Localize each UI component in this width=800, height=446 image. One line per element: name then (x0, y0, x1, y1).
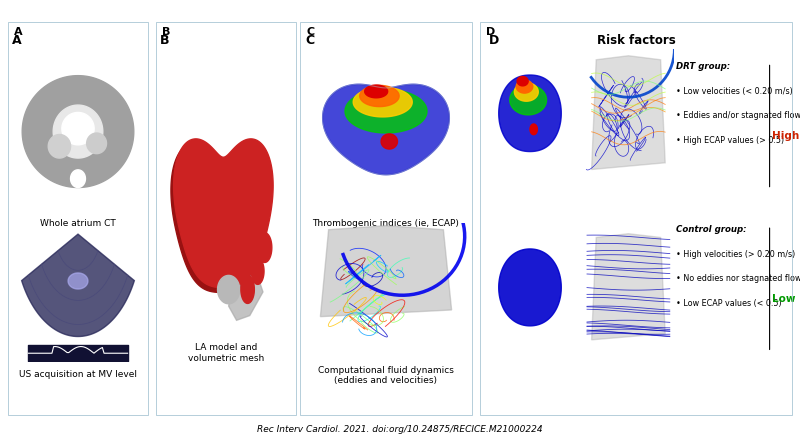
Text: C: C (306, 27, 314, 37)
Text: • Eddies and/or stagnated flow: • Eddies and/or stagnated flow (676, 112, 800, 120)
Polygon shape (86, 133, 106, 153)
Polygon shape (174, 139, 273, 288)
Text: • High velocities (> 0.20 m/s): • High velocities (> 0.20 m/s) (676, 250, 795, 259)
Text: High risk: High risk (772, 131, 800, 141)
Text: Low risk: Low risk (772, 294, 800, 304)
Polygon shape (381, 134, 398, 149)
Text: • No eddies nor stagnated flow: • No eddies nor stagnated flow (676, 274, 800, 283)
Polygon shape (592, 234, 665, 340)
Polygon shape (62, 112, 94, 145)
Text: LA model and
volumetric mesh: LA model and volumetric mesh (188, 343, 264, 363)
Polygon shape (218, 276, 240, 304)
Polygon shape (320, 226, 451, 317)
Polygon shape (322, 84, 450, 175)
Text: D: D (490, 34, 500, 47)
Polygon shape (322, 84, 450, 175)
Text: A: A (12, 34, 22, 47)
Polygon shape (510, 85, 546, 115)
Polygon shape (22, 234, 134, 336)
Text: B: B (160, 34, 170, 47)
Polygon shape (514, 83, 538, 101)
Text: C: C (305, 34, 314, 47)
Polygon shape (251, 258, 264, 285)
Polygon shape (592, 56, 665, 169)
Text: D: D (486, 27, 496, 37)
Polygon shape (345, 89, 427, 133)
Text: Thrombogenic indices (ie, ECAP): Thrombogenic indices (ie, ECAP) (313, 219, 459, 227)
Polygon shape (516, 80, 533, 93)
Polygon shape (365, 85, 388, 98)
Text: DRT group:: DRT group: (676, 62, 730, 71)
Text: B: B (162, 27, 170, 37)
Text: Computational fluid dynamics
(eddies and velocities): Computational fluid dynamics (eddies and… (318, 366, 454, 385)
Polygon shape (171, 144, 270, 293)
Text: Rec Interv Cardiol. 2021. doi:org/10.24875/RECICE.M21000224: Rec Interv Cardiol. 2021. doi:org/10.248… (257, 425, 543, 434)
Polygon shape (241, 275, 254, 303)
Text: Control group:: Control group: (676, 225, 746, 234)
Text: • Low velocities (< 0.20 m/s): • Low velocities (< 0.20 m/s) (676, 87, 793, 96)
Polygon shape (360, 85, 399, 107)
Polygon shape (517, 77, 528, 86)
Text: Whole atrium CT: Whole atrium CT (40, 219, 116, 227)
Polygon shape (22, 76, 134, 187)
Polygon shape (530, 124, 538, 135)
Polygon shape (354, 87, 412, 117)
Polygon shape (70, 170, 86, 187)
Text: • Low ECAP values (< 0.5): • Low ECAP values (< 0.5) (676, 299, 782, 308)
Polygon shape (68, 273, 88, 289)
Polygon shape (48, 135, 70, 158)
Text: A: A (14, 27, 23, 37)
Polygon shape (498, 75, 562, 152)
Text: US acquisition at MV level: US acquisition at MV level (19, 370, 137, 379)
Polygon shape (498, 249, 562, 326)
Text: • High ECAP values (> 0.5): • High ECAP values (> 0.5) (676, 136, 784, 145)
Polygon shape (229, 268, 263, 320)
Polygon shape (258, 233, 272, 262)
Polygon shape (54, 105, 102, 158)
Text: Risk factors: Risk factors (597, 34, 675, 47)
